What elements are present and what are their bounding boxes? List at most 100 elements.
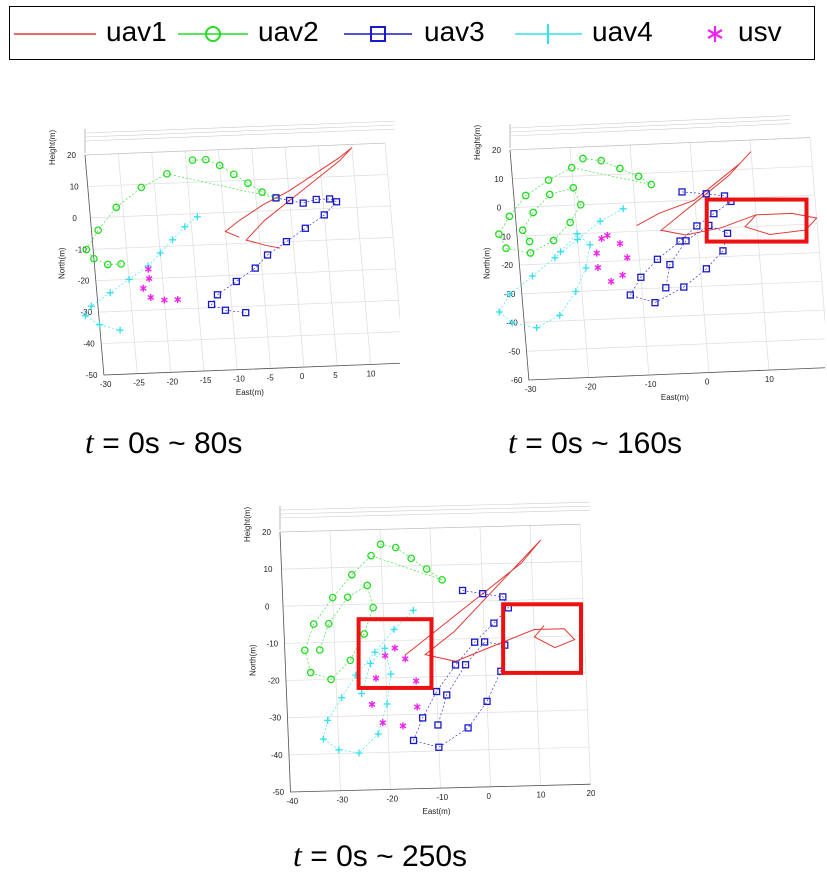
x-tick-label: -15 [200,376,212,385]
data-point [161,297,167,304]
data-point [118,261,124,267]
x-tick-label: 10 [537,791,546,800]
x-tick-label: -10 [645,380,657,389]
x-tick-label: -30 [100,380,112,389]
series-uav4 [82,213,201,333]
data-point [345,594,351,600]
y-tick-label: 20 [67,151,76,160]
grid-line-y [527,339,825,351]
grid-line-y [524,310,824,322]
x-tick-label: -25 [133,379,145,388]
data-point [391,626,398,633]
grid-line-y [90,206,390,218]
grid-line-y [101,332,400,344]
data-point [408,555,414,561]
y-tick-label: -20 [501,261,513,270]
legend-label-uav2: uav2 [258,17,319,47]
x-tick-label: 5 [333,371,338,380]
data-point [117,327,124,334]
data-point [413,677,419,684]
legend-label-uav1: uav1 [106,17,167,47]
caption-t-symbol: t [508,424,517,460]
data-point [620,205,627,212]
x-tick-label: 0 [300,372,305,381]
y-tick-label: -10 [267,639,279,648]
series-line-uav3 [414,590,509,747]
data-point [567,219,573,225]
data-point [96,321,103,328]
data-point [635,173,641,179]
data-point [194,213,201,220]
data-point [393,544,399,550]
series-uav2 [83,156,279,267]
grid-line-x [318,146,337,366]
highlight-box [503,604,581,673]
y-tick-label: -50 [273,788,285,797]
series-usv [594,232,630,285]
grid-line-x [530,526,541,786]
grid-line-y [96,269,396,281]
z-axis-label: Height(m) [243,507,252,542]
x-tick-label: -10 [437,793,449,802]
x-tick-label: -30 [525,385,537,394]
data-point [324,717,331,724]
data-point [107,289,114,296]
data-point [113,204,119,210]
grid [510,138,825,380]
series-uav4 [320,607,417,757]
data-point [620,272,626,279]
data-point [439,577,445,583]
data-point [382,652,388,659]
data-point [368,552,374,558]
data-point [720,248,726,254]
grid-line-y [93,237,393,249]
data-point [308,669,314,675]
legend-label-uav4: uav4 [592,17,653,47]
data-point [556,312,563,319]
series-usv [140,266,180,304]
data-point [175,296,181,303]
x-tick-label: 20 [587,789,596,798]
data-point [233,278,239,284]
x-tick-label: -40 [287,797,299,806]
data-point [375,730,382,737]
axis-top [85,143,385,155]
data-point [302,225,308,231]
caption-80s: t = 0s ~ 80s [85,425,242,461]
data-point [384,700,391,707]
data-point [145,266,151,273]
y-tick-label: 20 [262,528,271,537]
series-uav2 [302,541,446,683]
data-point [380,719,386,726]
y-tick-label: -50 [509,347,521,356]
data-point [648,181,654,187]
y-axis-label: North(m) [248,644,257,676]
y-axis-label: North(m) [482,247,491,279]
grid-line-y [88,175,388,187]
height-plane-line [510,124,790,136]
x-axis-label: East(m) [661,393,689,402]
data-point [652,300,658,306]
data-point [371,649,378,656]
data-point [529,273,536,280]
x-tick-label: -30 [337,796,349,805]
x-tick-label: -5 [267,373,275,382]
data-point [496,308,503,315]
caption-250s: t = 0s ~ 250s [293,838,467,874]
height-plane-line [510,116,790,128]
y-tick-label: -20 [268,677,280,686]
data-point [138,184,144,190]
data-point [594,250,600,257]
data-point [557,248,564,255]
grid-line-x [185,151,204,371]
data-point [617,165,623,171]
data-point [465,725,471,731]
x-tick-label: -20 [585,383,597,392]
caption-text: = 0s ~ 160s [525,427,682,460]
data-point [580,155,586,161]
data-point [617,240,623,247]
y-tick-label: -50 [86,371,98,380]
data-point [547,191,553,197]
data-point [410,607,417,614]
